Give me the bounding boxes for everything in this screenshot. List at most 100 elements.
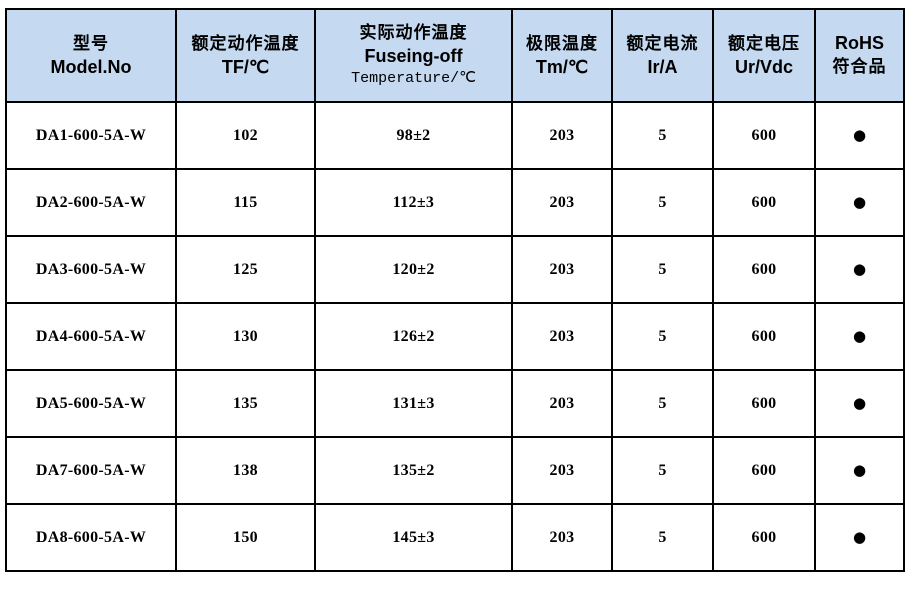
header-rohs-zh: 符合品 (832, 57, 887, 76)
rated-current-value: 5 (658, 260, 667, 278)
model-number: DA8-600-5A-W (35, 528, 147, 546)
rated-temp-value: 125 (233, 260, 258, 278)
rohs-compliant-dot-icon: ● (852, 460, 867, 479)
rated-current-value: 5 (658, 193, 667, 211)
rated-voltage-value: 600 (751, 193, 777, 211)
limit-temp-value: 203 (549, 327, 575, 345)
header-rated-voltage-en: Ur/Vdc (734, 57, 794, 77)
rohs-compliant-dot-icon: ● (852, 259, 867, 278)
cell-rohs: ● (814, 302, 905, 371)
cell-rated-temp: 135 (175, 369, 316, 438)
rated-voltage-value: 600 (751, 394, 777, 412)
col-header-rated-current: 额定电流 Ir/A (611, 8, 714, 103)
cell-rated-temp: 130 (175, 302, 316, 371)
rohs-compliant-dot-icon: ● (852, 527, 867, 546)
cell-limit-temp: 203 (511, 235, 613, 304)
header-fusing-off-zh: 实际动作温度 (359, 23, 468, 42)
cell-rated-current: 5 (611, 168, 714, 237)
cell-rated-current: 5 (611, 436, 714, 505)
actual-temp-value: 112±3 (392, 193, 435, 211)
cell-model: DA2-600-5A-W (5, 168, 177, 237)
header-row: 型号 Model.No 额定动作温度 TF/℃ 实际动作温度 Fuseing-o… (5, 8, 905, 103)
rated-current-value: 5 (658, 528, 667, 546)
header-fusing-off-en: Fuseing-off (364, 46, 463, 66)
cell-rated-current: 5 (611, 503, 714, 572)
table-row: DA2-600-5A-W 115 112±3 203 5 600 ● (5, 168, 905, 237)
cell-limit-temp: 203 (511, 101, 613, 170)
rated-current-value: 5 (658, 327, 667, 345)
cell-model: DA8-600-5A-W (5, 503, 177, 572)
cell-rated-voltage: 600 (712, 503, 816, 572)
cell-rated-current: 5 (611, 302, 714, 371)
cell-rohs: ● (814, 101, 905, 170)
cell-rated-temp: 138 (175, 436, 316, 505)
rohs-compliant-dot-icon: ● (852, 192, 867, 211)
table-row: DA3-600-5A-W 125 120±2 203 5 600 ● (5, 235, 905, 304)
rated-temp-value: 130 (233, 327, 258, 345)
cell-rated-temp: 150 (175, 503, 316, 572)
rated-temp-value: 138 (233, 461, 258, 479)
rated-current-value: 5 (658, 394, 667, 412)
rated-voltage-value: 600 (751, 327, 777, 345)
cell-rated-voltage: 600 (712, 101, 816, 170)
actual-temp-value: 131±3 (392, 394, 435, 412)
cell-rated-current: 5 (611, 101, 714, 170)
cell-model: DA7-600-5A-W (5, 436, 177, 505)
cell-actual-temp: 135±2 (314, 436, 513, 505)
rohs-compliant-dot-icon: ● (852, 393, 867, 412)
rated-voltage-value: 600 (751, 528, 777, 546)
table-row: DA8-600-5A-W 150 145±3 203 5 600 ● (5, 503, 905, 572)
header-rated-current-en: Ir/A (647, 57, 678, 77)
header-rated-voltage-zh: 额定电压 (728, 34, 800, 53)
cell-model: DA1-600-5A-W (5, 101, 177, 170)
limit-temp-value: 203 (549, 126, 575, 144)
header-rated-current-zh: 额定电流 (626, 34, 699, 53)
rated-current-value: 5 (658, 461, 667, 479)
actual-temp-value: 98±2 (396, 126, 431, 144)
cell-limit-temp: 203 (511, 369, 613, 438)
cell-limit-temp: 203 (511, 168, 613, 237)
cell-limit-temp: 203 (511, 503, 613, 572)
cell-rohs: ● (814, 168, 905, 237)
table-body: DA1-600-5A-W 102 98±2 203 5 600 ● DA2-60… (5, 101, 905, 572)
cell-rated-voltage: 600 (712, 168, 816, 237)
model-number: DA7-600-5A-W (35, 461, 147, 479)
model-number: DA5-600-5A-W (35, 394, 147, 412)
cell-rated-voltage: 600 (712, 369, 816, 438)
model-number: DA3-600-5A-W (35, 260, 147, 278)
cell-rated-temp: 125 (175, 235, 316, 304)
model-number: DA1-600-5A-W (35, 126, 147, 144)
cell-rated-voltage: 600 (712, 436, 816, 505)
cell-rated-voltage: 600 (712, 302, 816, 371)
header-model-zh: 型号 (73, 34, 109, 53)
col-header-model: 型号 Model.No (5, 8, 177, 103)
cell-rated-temp: 102 (175, 101, 316, 170)
actual-temp-value: 145±3 (392, 528, 435, 546)
header-rated-temp-zh: 额定动作温度 (191, 34, 300, 53)
cell-rohs: ● (814, 369, 905, 438)
rated-voltage-value: 600 (751, 126, 777, 144)
table-row: DA7-600-5A-W 138 135±2 203 5 600 ● (5, 436, 905, 505)
cell-rated-current: 5 (611, 235, 714, 304)
header-fusing-off-sub: Temperature/℃ (351, 70, 476, 87)
model-number: DA4-600-5A-W (35, 327, 147, 345)
cell-actual-temp: 131±3 (314, 369, 513, 438)
table-header: 型号 Model.No 额定动作温度 TF/℃ 实际动作温度 Fuseing-o… (5, 8, 905, 103)
actual-temp-value: 126±2 (392, 327, 435, 345)
cell-rated-temp: 115 (175, 168, 316, 237)
cell-rohs: ● (814, 436, 905, 505)
rated-temp-value: 102 (233, 126, 258, 144)
table-row: DA5-600-5A-W 135 131±3 203 5 600 ● (5, 369, 905, 438)
limit-temp-value: 203 (549, 461, 575, 479)
cell-limit-temp: 203 (511, 302, 613, 371)
cell-rated-current: 5 (611, 369, 714, 438)
table-row: DA1-600-5A-W 102 98±2 203 5 600 ● (5, 101, 905, 170)
rohs-compliant-dot-icon: ● (852, 125, 867, 144)
limit-temp-value: 203 (549, 394, 575, 412)
cell-rohs: ● (814, 503, 905, 572)
actual-temp-value: 120±2 (392, 260, 435, 278)
model-number: DA2-600-5A-W (35, 193, 147, 211)
rated-temp-value: 115 (233, 193, 258, 211)
rated-voltage-value: 600 (751, 260, 777, 278)
